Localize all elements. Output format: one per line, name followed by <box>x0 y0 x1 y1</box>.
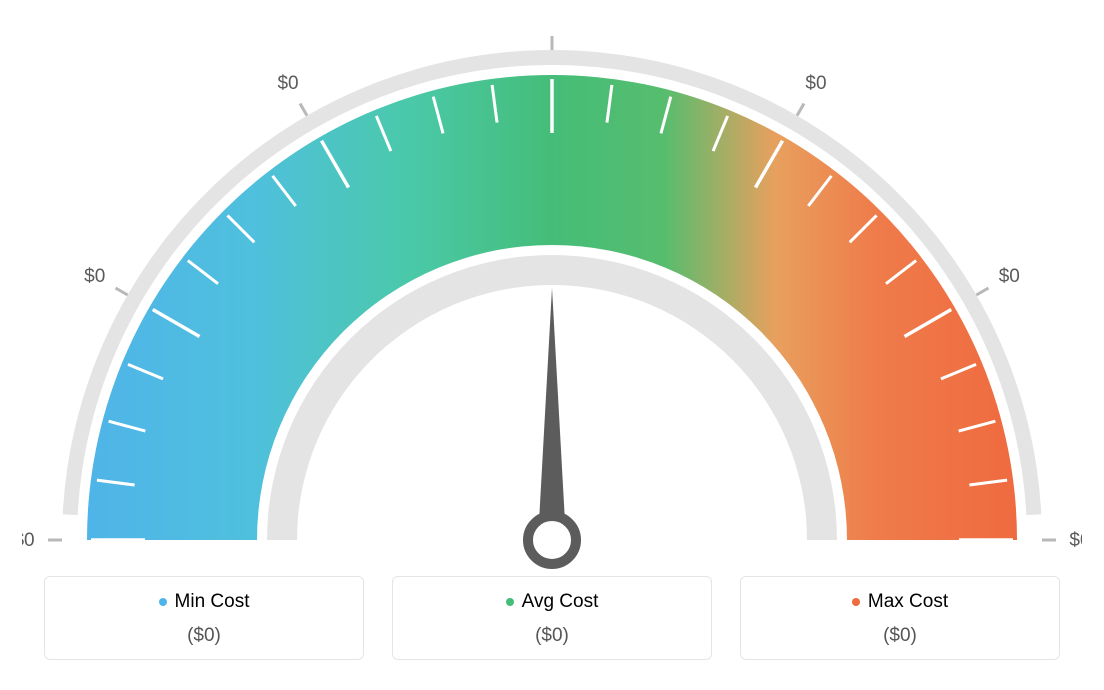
svg-text:$0: $0 <box>84 266 105 287</box>
svg-text:$0: $0 <box>805 73 826 94</box>
legend-avg-dot <box>506 598 514 606</box>
legend-avg: Avg Cost ($0) <box>392 576 712 660</box>
legend-max-label: Max Cost <box>868 591 948 613</box>
legend-avg-value: ($0) <box>393 625 711 647</box>
gauge-chart: $0 $0 $0 $0 $0 $0 $0 <box>0 0 1104 560</box>
svg-text:$0: $0 <box>999 266 1020 287</box>
legend-avg-label: Avg Cost <box>522 591 599 613</box>
legend-min: Min Cost ($0) <box>44 576 364 660</box>
legend-max: Max Cost ($0) <box>740 576 1060 660</box>
legend-min-label: Min Cost <box>175 591 250 613</box>
legend-min-value: ($0) <box>45 625 363 647</box>
svg-text:$0: $0 <box>22 530 35 551</box>
legend-min-dot <box>159 598 167 606</box>
legend-row: Min Cost ($0) Avg Cost ($0) Max Cost ($0… <box>0 576 1104 660</box>
legend-max-value: ($0) <box>741 625 1059 647</box>
gauge-svg: $0 $0 $0 $0 $0 $0 $0 <box>22 20 1082 580</box>
legend-max-dot <box>852 598 860 606</box>
svg-text:$0: $0 <box>277 73 298 94</box>
svg-text:$0: $0 <box>1069 530 1082 551</box>
svg-text:$0: $0 <box>541 20 562 23</box>
